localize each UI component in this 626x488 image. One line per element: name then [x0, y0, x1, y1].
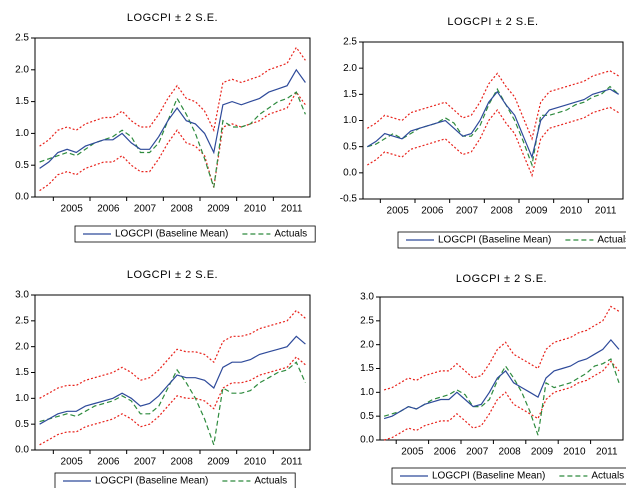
- x-tick-label: 2011: [281, 457, 303, 468]
- legend-label: LOGCPI (Baseline Mean): [438, 235, 551, 246]
- x-tick-label: 2005: [61, 457, 84, 468]
- y-tick-label: 0.0: [15, 445, 29, 456]
- y-tick-label: 0.0: [360, 435, 374, 446]
- y-tick-label: -0.5: [340, 194, 358, 205]
- series-line: [39, 309, 306, 399]
- y-tick-label: 3.0: [15, 290, 29, 301]
- x-tick-label: 2005: [401, 447, 424, 458]
- x-tick-label: 2009: [531, 447, 554, 458]
- legend-label: Actuals: [254, 476, 287, 487]
- y-tick-label: 2.0: [360, 339, 374, 350]
- y-tick-label: 0.0: [15, 192, 29, 203]
- x-tick-label: 2007: [134, 204, 157, 215]
- chart-title: LOGCPI ± 2 S.E.: [447, 16, 538, 28]
- x-tick-label: 2007: [466, 447, 489, 458]
- series-line: [383, 305, 620, 391]
- series-line: [383, 338, 620, 420]
- legend: LOGCPI (Baseline Mean) Actuals: [54, 472, 296, 488]
- x-tick-label: 2011: [595, 206, 617, 217]
- x-tick-label: 2007: [134, 457, 157, 468]
- plot-frame: [362, 41, 624, 200]
- legend: LOGCPI (Baseline Mean) Actuals: [391, 467, 626, 485]
- y-tick-label: 2.0: [343, 63, 357, 74]
- y-tick-label: 0.0: [343, 167, 357, 178]
- y-tick-label: 1.5: [360, 363, 374, 374]
- legend: LOGCPI (Baseline Mean) Actuals: [397, 231, 626, 249]
- x-tick-label: 2008: [171, 204, 194, 215]
- legend-label: LOGCPI (Baseline Mean): [115, 229, 228, 240]
- series-line: [39, 356, 306, 446]
- y-tick-label: 2.5: [15, 33, 29, 44]
- chart-title: LOGCPI ± 2 S.E.: [127, 269, 218, 281]
- y-tick-label: 3.0: [360, 292, 374, 303]
- x-tick-label: 2008: [171, 457, 194, 468]
- y-tick-label: 0.5: [360, 411, 374, 422]
- legend-label: LOGCPI (Baseline Mean): [95, 476, 208, 487]
- series-line: [39, 68, 306, 169]
- series-line: [367, 85, 620, 168]
- legend-box: [54, 472, 296, 488]
- series-line: [366, 88, 620, 160]
- plot-frame: [34, 37, 311, 198]
- x-tick-label: 2010: [244, 204, 267, 215]
- x-tick-label: 2009: [207, 204, 230, 215]
- chart-panel: LOGCPI ± 2 S.E. 0.0 0.5 1.0 1.5 2.0 2.5 3.0 2005…: [15, 269, 311, 488]
- y-tick-label: 0.5: [343, 141, 357, 152]
- chart-panel: LOGCPI ± 2 S.E. 0.0 0.5 1.0 1.5 2.0 2.5 2005 200…: [15, 12, 316, 243]
- legend-label: LOGCPI (Baseline Mean): [432, 471, 545, 482]
- series-line: [383, 358, 620, 436]
- series-line: [39, 91, 306, 188]
- y-tick-label: 1.0: [343, 115, 357, 126]
- x-tick-label: 2005: [61, 204, 84, 215]
- series-line: [39, 361, 306, 446]
- series-line: [366, 106, 620, 178]
- legend-label: Actuals: [274, 229, 307, 240]
- x-tick-label: 2010: [563, 447, 586, 458]
- chart-panel: LOGCPI ± 2 S.E. -0.5 0.0 0.5 1.0 1.5 2.0 2.5 200…: [340, 16, 626, 249]
- x-tick-label: 2011: [281, 204, 303, 215]
- series-line: [366, 70, 620, 141]
- y-tick-label: 2.0: [15, 64, 29, 75]
- y-tick-label: 2.5: [343, 37, 357, 48]
- chart-panel: LOGCPI ± 2 S.E. 0.0 0.5 1.0 1.5 2.0 2.5 3.0 2005…: [360, 273, 626, 485]
- legend: LOGCPI (Baseline Mean) Actuals: [74, 225, 316, 243]
- x-tick-label: 2006: [421, 206, 444, 217]
- y-tick-label: 2.5: [15, 315, 29, 326]
- x-tick-label: 2005: [387, 206, 410, 217]
- x-tick-label: 2009: [525, 206, 548, 217]
- chart-title: LOGCPI ± 2 S.E.: [456, 273, 547, 285]
- y-tick-label: 2.5: [360, 315, 374, 326]
- x-tick-label: 2010: [244, 457, 267, 468]
- series-line: [39, 335, 306, 425]
- series-line: [39, 46, 306, 147]
- x-tick-label: 2006: [434, 447, 457, 458]
- legend-box: [397, 231, 626, 249]
- x-tick-label: 2008: [498, 447, 521, 458]
- x-tick-label: 2006: [97, 457, 120, 468]
- y-tick-label: 0.5: [15, 419, 29, 430]
- plot-frame: [379, 296, 624, 441]
- legend-label: Actuals: [591, 471, 624, 482]
- legend-label: Actuals: [597, 235, 626, 246]
- legend-box: [391, 467, 626, 485]
- y-tick-label: 1.0: [15, 128, 29, 139]
- x-tick-label: 2011: [596, 447, 618, 458]
- y-tick-label: 1.5: [343, 89, 357, 100]
- y-tick-label: 0.5: [15, 160, 29, 171]
- y-tick-label: 1.5: [15, 367, 29, 378]
- x-tick-label: 2010: [560, 206, 583, 217]
- y-tick-label: 1.0: [360, 387, 374, 398]
- x-tick-label: 2009: [207, 457, 230, 468]
- y-tick-label: 1.0: [15, 393, 29, 404]
- series-line: [383, 360, 620, 441]
- x-tick-label: 2007: [456, 206, 479, 217]
- series-line: [39, 90, 306, 192]
- y-tick-label: 2.0: [15, 341, 29, 352]
- x-tick-label: 2008: [491, 206, 514, 217]
- y-tick-label: 1.5: [15, 96, 29, 107]
- x-tick-label: 2006: [97, 204, 120, 215]
- legend-box: [74, 225, 316, 243]
- chart-title: LOGCPI ± 2 S.E.: [127, 12, 218, 24]
